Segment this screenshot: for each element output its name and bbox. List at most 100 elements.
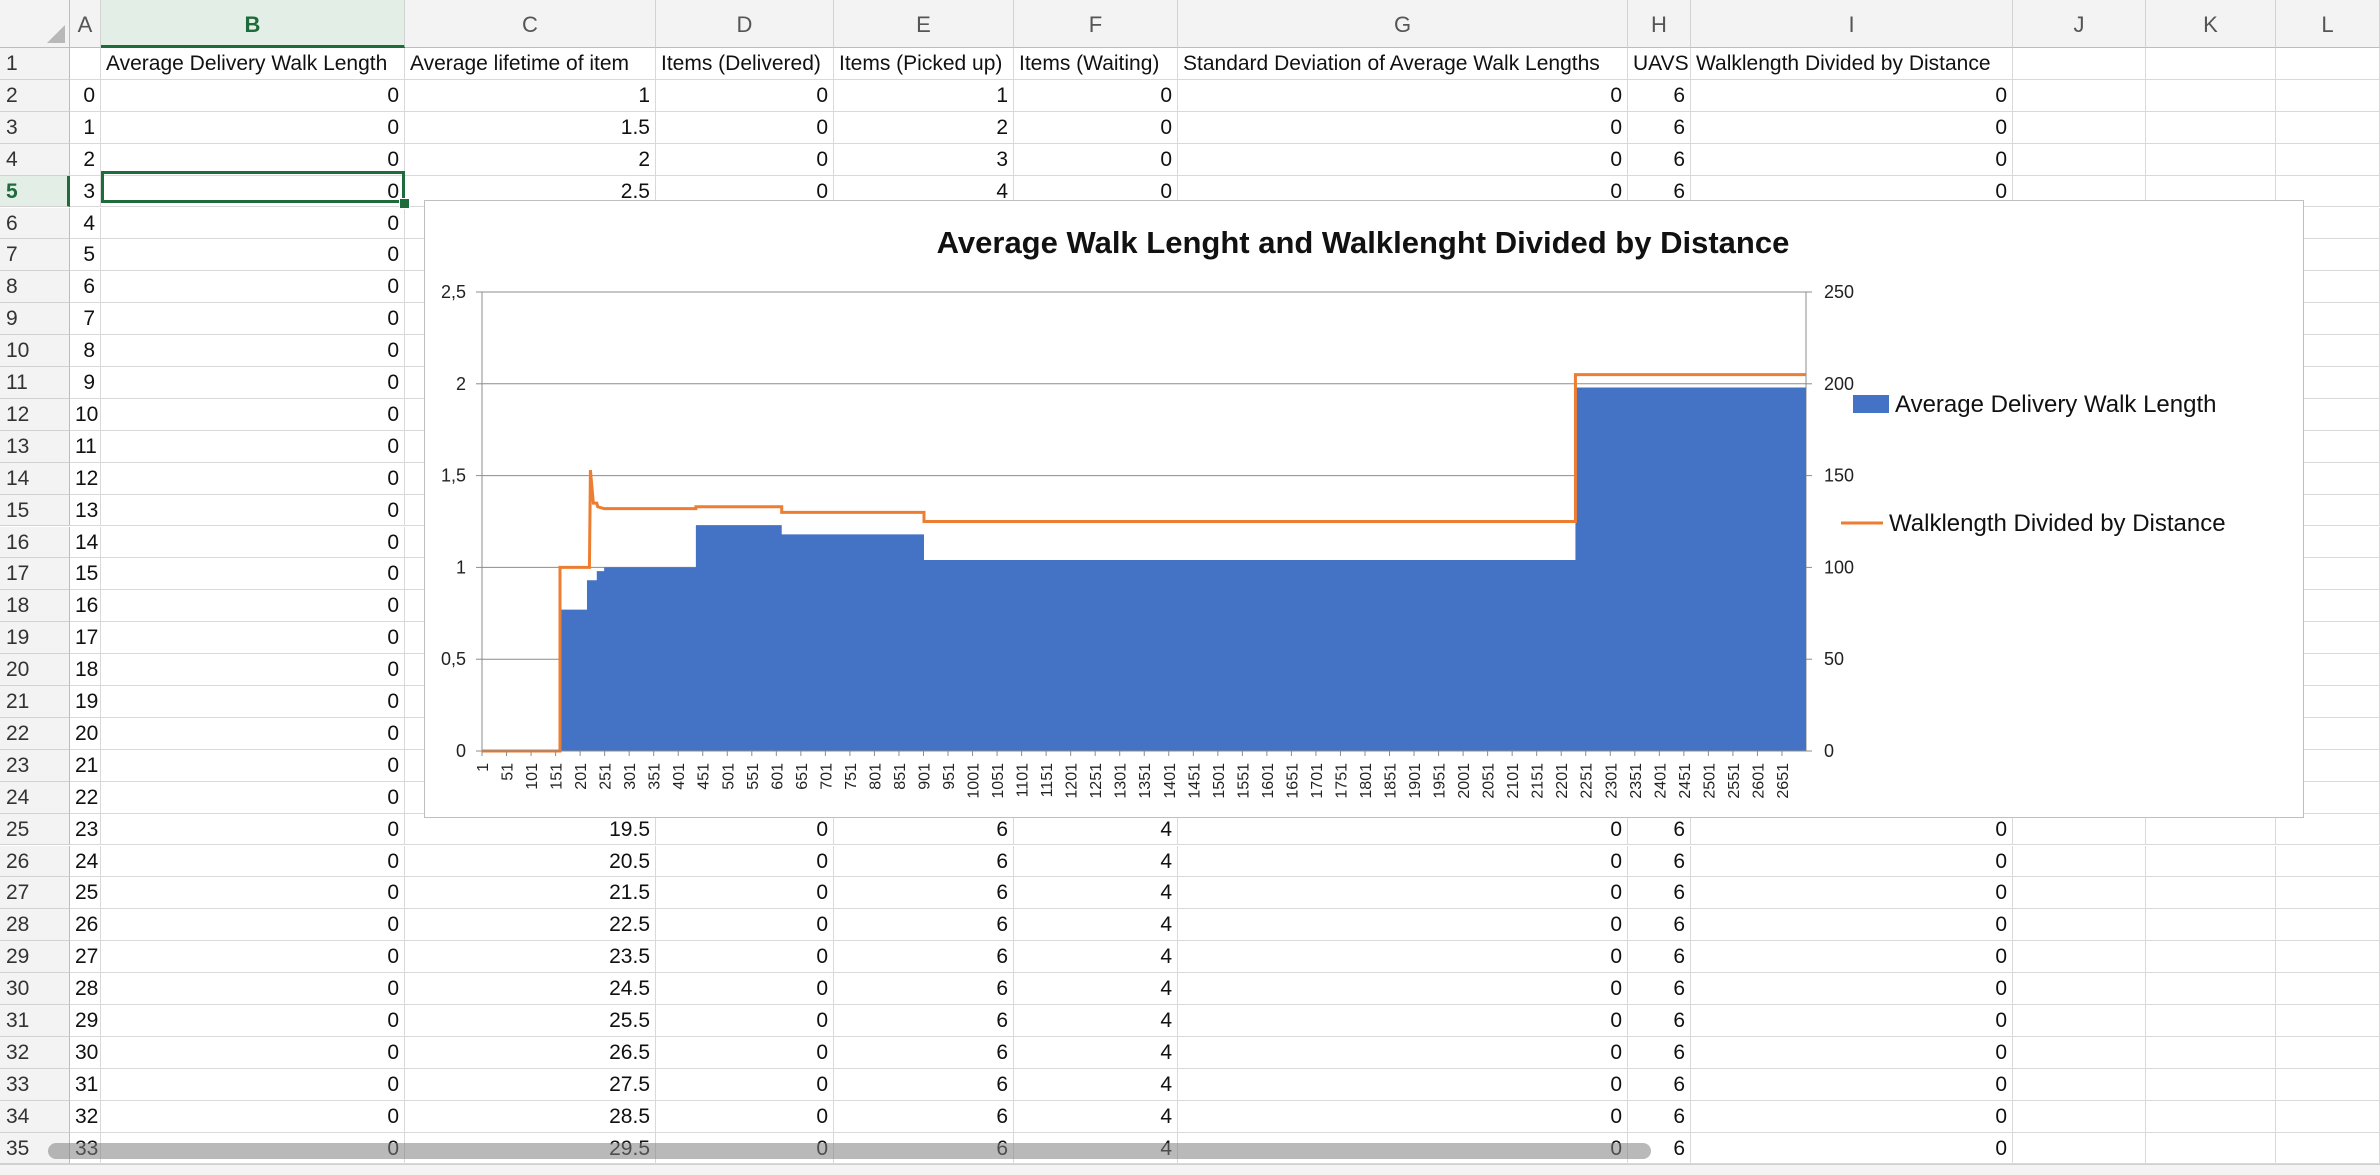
table-cell[interactable]: 21	[70, 749, 101, 782]
table-cell[interactable]	[2276, 1132, 2380, 1165]
table-cell[interactable]: 0	[101, 781, 405, 814]
table-cell[interactable]	[2013, 143, 2146, 176]
row-header[interactable]: 27	[0, 877, 70, 910]
table-cell[interactable]: 4	[1014, 877, 1178, 910]
table-cell[interactable]	[2146, 973, 2276, 1005]
fill-handle[interactable]	[399, 198, 410, 209]
table-cell[interactable]: 25	[70, 877, 101, 910]
header-cell[interactable]: Walklength Divided by Distance	[1691, 48, 2013, 80]
table-cell[interactable]: 0	[101, 111, 405, 144]
embedded-chart[interactable]: Average Walk Lenght and Walklenght Divid…	[424, 200, 2304, 818]
row-header[interactable]: 13	[0, 430, 70, 463]
row-header[interactable]: 15	[0, 494, 70, 527]
table-cell[interactable]	[2146, 845, 2276, 878]
table-cell[interactable]: 0	[101, 1100, 405, 1133]
horizontal-scrollbar[interactable]	[48, 1143, 1651, 1159]
table-cell[interactable]: 9	[70, 367, 101, 399]
table-cell[interactable]: 5	[70, 239, 101, 272]
table-cell[interactable]: 0	[1178, 845, 1628, 878]
table-cell[interactable]: 0	[1178, 79, 1628, 112]
table-cell[interactable]	[2013, 1005, 2146, 1037]
table-cell[interactable]: 18	[70, 654, 101, 686]
table-cell[interactable]: 0	[1691, 845, 2013, 878]
table-cell[interactable]: 2	[70, 143, 101, 176]
table-cell[interactable]: 26	[70, 909, 101, 942]
table-cell[interactable]	[2013, 941, 2146, 974]
table-cell[interactable]: 0	[656, 941, 834, 974]
table-cell[interactable]: 4	[1014, 1036, 1178, 1069]
table-cell[interactable]: 6	[1628, 1132, 1691, 1165]
table-cell[interactable]: 6	[834, 941, 1014, 974]
row-header[interactable]: 35	[0, 1132, 70, 1165]
table-cell[interactable]: 0	[1178, 1068, 1628, 1101]
row-header[interactable]: 17	[0, 558, 70, 591]
table-cell[interactable]: 0	[1691, 813, 2013, 846]
row-header[interactable]: 10	[0, 335, 70, 367]
table-cell[interactable]	[2276, 79, 2380, 112]
table-cell[interactable]: 0	[1178, 813, 1628, 846]
column-header-k[interactable]: K	[2146, 0, 2276, 48]
table-cell[interactable]	[2146, 111, 2276, 144]
row-header[interactable]: 34	[0, 1100, 70, 1133]
table-cell[interactable]: 0	[1691, 1036, 2013, 1069]
header-cell[interactable]: Standard Deviation of Average Walk Lengt…	[1178, 48, 1628, 80]
table-cell[interactable]: 0	[101, 1036, 405, 1069]
table-cell[interactable]	[2146, 909, 2276, 942]
table-cell[interactable]: 24	[70, 845, 101, 878]
table-cell[interactable]: 32	[70, 1100, 101, 1133]
table-cell[interactable]: 0	[101, 367, 405, 399]
table-cell[interactable]	[2013, 1036, 2146, 1069]
table-cell[interactable]	[2276, 845, 2380, 878]
table-cell[interactable]: 20.5	[405, 845, 656, 878]
table-cell[interactable]: 0	[101, 909, 405, 942]
column-header-c[interactable]: C	[405, 0, 656, 48]
table-cell[interactable]: 0	[1178, 909, 1628, 942]
table-cell[interactable]: 0	[1691, 1100, 2013, 1133]
table-cell[interactable]	[2276, 111, 2380, 144]
table-cell[interactable]: 0	[101, 813, 405, 846]
table-cell[interactable]: 6	[70, 271, 101, 304]
table-cell[interactable]: 0	[101, 462, 405, 495]
row-header[interactable]: 4	[0, 143, 70, 176]
header-cell[interactable]: Items (Waiting)	[1014, 48, 1178, 80]
table-cell[interactable]	[2146, 877, 2276, 910]
column-header-g[interactable]: G	[1178, 0, 1628, 48]
table-cell[interactable]: 6	[834, 909, 1014, 942]
row-header[interactable]: 16	[0, 526, 70, 559]
table-cell[interactable]: 0	[1691, 973, 2013, 1005]
table-cell[interactable]: 6	[1628, 909, 1691, 942]
table-cell[interactable]	[2146, 813, 2276, 846]
table-cell[interactable]: 0	[101, 877, 405, 910]
row-header[interactable]: 7	[0, 239, 70, 272]
table-cell[interactable]: 0	[656, 1036, 834, 1069]
row-header[interactable]: 31	[0, 1005, 70, 1037]
column-header-e[interactable]: E	[834, 0, 1014, 48]
row-header[interactable]: 2	[0, 79, 70, 112]
row-header[interactable]: 24	[0, 781, 70, 814]
table-cell[interactable]: 0	[656, 1068, 834, 1101]
column-header-b[interactable]: B	[101, 0, 405, 48]
row-header[interactable]: 32	[0, 1036, 70, 1069]
table-cell[interactable]: 13	[70, 494, 101, 527]
table-cell[interactable]: 0	[1178, 973, 1628, 1005]
table-cell[interactable]: 6	[834, 1036, 1014, 1069]
table-cell[interactable]: 0	[1691, 1005, 2013, 1037]
table-cell[interactable]: 12	[70, 462, 101, 495]
table-cell[interactable]	[2276, 1100, 2380, 1133]
table-cell[interactable]: 31	[70, 1068, 101, 1101]
table-cell[interactable]	[2146, 941, 2276, 974]
table-cell[interactable]	[2146, 1036, 2276, 1069]
table-cell[interactable]: 11	[70, 430, 101, 463]
table-cell[interactable]: 0	[101, 558, 405, 591]
table-cell[interactable]: 4	[1014, 1005, 1178, 1037]
table-cell[interactable]: 6	[1628, 973, 1691, 1005]
table-cell[interactable]: 0	[101, 686, 405, 718]
table-cell[interactable]	[2013, 79, 2146, 112]
table-cell[interactable]: 10	[70, 398, 101, 431]
table-cell[interactable]: 0	[656, 973, 834, 1005]
table-cell[interactable]: 6	[834, 1005, 1014, 1037]
table-cell[interactable]: 23.5	[405, 941, 656, 974]
table-cell[interactable]: 0	[101, 845, 405, 878]
table-cell[interactable]: 0	[1691, 79, 2013, 112]
table-cell[interactable]	[2013, 813, 2146, 846]
